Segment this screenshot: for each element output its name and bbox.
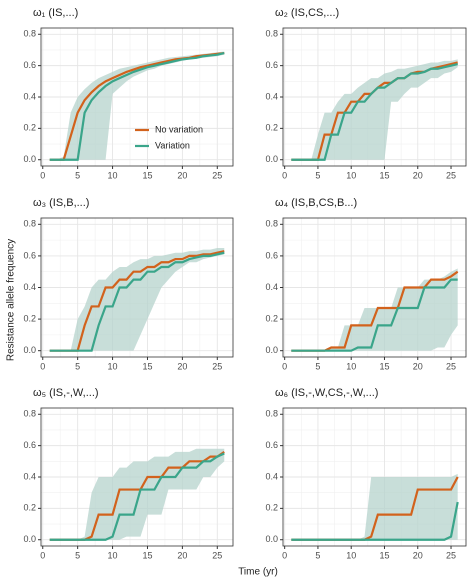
y-tick-label: 0.8 [23,409,36,419]
y-axis-label: Resistance allele frequency [6,239,17,361]
panel-border [282,27,467,167]
x-tick-label: 5 [75,550,80,560]
x-tick-label: 10 [346,170,356,180]
panel-border [40,27,234,167]
y-tick-label: 0.2 [265,503,278,513]
panel-title: ω₅ (IS,-,W,...) [33,387,99,399]
y-tick-label: 0.6 [23,440,36,450]
series-line [291,278,458,352]
series-line [49,251,225,352]
x-tick-label: 0 [40,170,45,180]
panel-border [40,407,234,547]
x-tick-label: 25 [446,170,456,180]
y-tick-label: 0.8 [265,29,278,39]
x-tick-label: 5 [315,361,320,371]
y-tick-label: 0.8 [23,29,36,39]
x-tick-label: 15 [142,550,152,560]
y-tick-label: 0.2 [23,503,36,513]
y-tick-label: 0.6 [265,60,278,70]
ribbon [291,473,458,540]
series-line [49,51,225,161]
x-tick-label: 5 [75,361,80,371]
panel-title: ω₆ (IS,-,W,CS,-,W,...) [275,387,378,399]
series-line [49,250,225,352]
panel-border [282,217,467,358]
x-tick-label: 10 [108,550,118,560]
x-tick-label: 25 [446,361,456,371]
y-tick-label: 0.4 [265,282,278,292]
x-tick-label: 0 [40,550,45,560]
panel-title: ω₂ (IS,CS,...) [275,7,339,19]
x-tick-label: 20 [177,550,187,560]
panel-border [40,217,234,358]
ribbon [291,268,458,351]
x-tick-label: 15 [142,170,152,180]
x-tick-label: 15 [379,170,389,180]
series-line [291,501,459,541]
y-tick-label: 0.0 [23,154,36,164]
y-tick-label: 0.6 [23,250,36,260]
y-tick-label: 0.2 [23,123,36,133]
y-tick-label: 0.0 [265,154,278,164]
y-tick-label: 0.2 [265,123,278,133]
y-tick-label: 0.0 [265,345,278,355]
x-tick-label: 25 [446,550,456,560]
y-tick-label: 0.8 [23,219,36,229]
y-tick-label: 0.6 [23,60,36,70]
x-tick-label: 20 [177,170,187,180]
x-tick-label: 0 [282,170,287,180]
legend-label: Variation [155,140,190,150]
x-tick-label: 10 [346,361,356,371]
legend-label: No variation [155,124,203,134]
x-tick-label: 10 [108,170,118,180]
panel-title: ω₃ (IS,B,...) [33,197,89,209]
y-tick-label: 0.0 [23,534,36,544]
y-tick-label: 0.6 [265,250,278,260]
x-tick-label: 15 [379,550,389,560]
x-tick-label: 5 [75,170,80,180]
x-tick-label: 5 [315,170,320,180]
y-tick-label: 0.4 [23,91,36,101]
x-tick-label: 15 [142,361,152,371]
y-tick-label: 0.8 [265,219,278,229]
y-tick-label: 0.0 [23,345,36,355]
panel-border [282,407,467,547]
panel-title: ω₁ (IS,...) [33,7,78,19]
x-tick-label: 20 [413,361,423,371]
x-tick-label: 0 [40,361,45,371]
series-line [49,452,225,541]
x-tick-label: 25 [212,550,222,560]
y-tick-label: 0.8 [265,409,278,419]
x-tick-label: 0 [282,550,287,560]
y-tick-label: 0.4 [265,91,278,101]
x-axis-label: Time (yr) [238,567,278,578]
x-tick-label: 15 [379,361,389,371]
x-tick-label: 20 [413,170,423,180]
y-tick-label: 0.4 [265,471,278,481]
y-tick-label: 0.6 [265,440,278,450]
x-tick-label: 20 [413,550,423,560]
series-line [49,52,225,161]
series-line [291,62,458,161]
x-tick-label: 10 [108,361,118,371]
x-tick-label: 25 [212,170,222,180]
x-tick-label: 0 [282,361,287,371]
y-tick-label: 0.0 [265,534,278,544]
x-tick-label: 20 [177,361,187,371]
x-tick-label: 25 [212,361,222,371]
panel-title: ω₄ (IS,B,CS,B...) [275,197,357,209]
y-tick-label: 0.4 [23,471,36,481]
y-tick-label: 0.2 [23,313,36,323]
ribbon [49,51,225,160]
x-tick-label: 5 [315,550,320,560]
x-tick-label: 10 [346,550,356,560]
y-tick-label: 0.2 [265,313,278,323]
y-tick-label: 0.4 [23,282,36,292]
ribbon [49,248,225,351]
